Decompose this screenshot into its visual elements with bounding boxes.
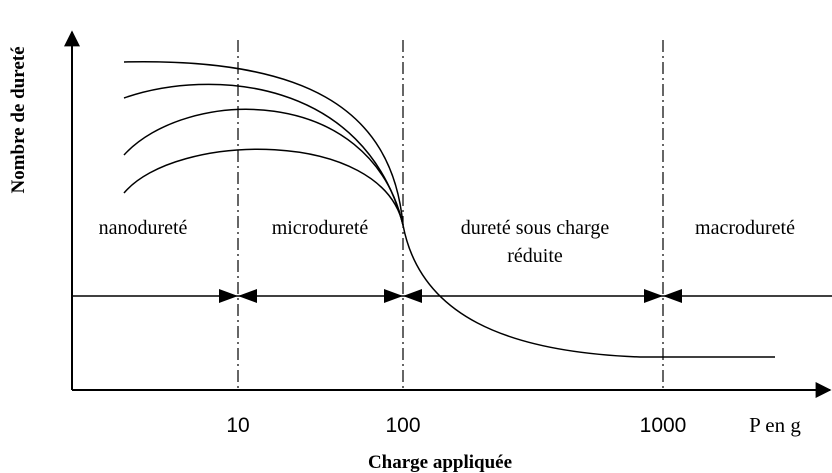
x-unit: P en g: [749, 413, 801, 437]
curve: [123, 83, 404, 226]
x-tick-label: 10: [226, 414, 249, 437]
region-label: macrodureté: [695, 217, 795, 239]
ticks: 10 100 1000: [226, 414, 686, 437]
curve: [123, 61, 404, 226]
curve: [123, 108, 404, 226]
curve: [402, 224, 775, 358]
region-label: réduite: [507, 245, 563, 267]
x-tick-label: 1000: [640, 414, 687, 437]
x-axis-label: Charge appliquée: [368, 452, 512, 473]
region-label: microdureté: [272, 217, 369, 239]
arrowhead: [644, 289, 663, 303]
region-label: nanodureté: [99, 217, 188, 239]
arrowhead: [219, 289, 238, 303]
arrowhead: [403, 289, 422, 303]
y-axis-label: Nombre de dureté: [8, 46, 29, 193]
curves: [123, 61, 775, 358]
arrowhead: [384, 289, 403, 303]
arrowhead: [238, 289, 257, 303]
curve: [123, 148, 404, 226]
arrowhead: [663, 289, 682, 303]
boundaries: [237, 40, 664, 390]
range-arrowheads: [219, 289, 682, 303]
regions: nanodureté microdureté dureté sous charge r…: [99, 217, 796, 267]
region-label: dureté sous charge: [461, 217, 610, 239]
x-tick-label: 100: [385, 414, 420, 437]
